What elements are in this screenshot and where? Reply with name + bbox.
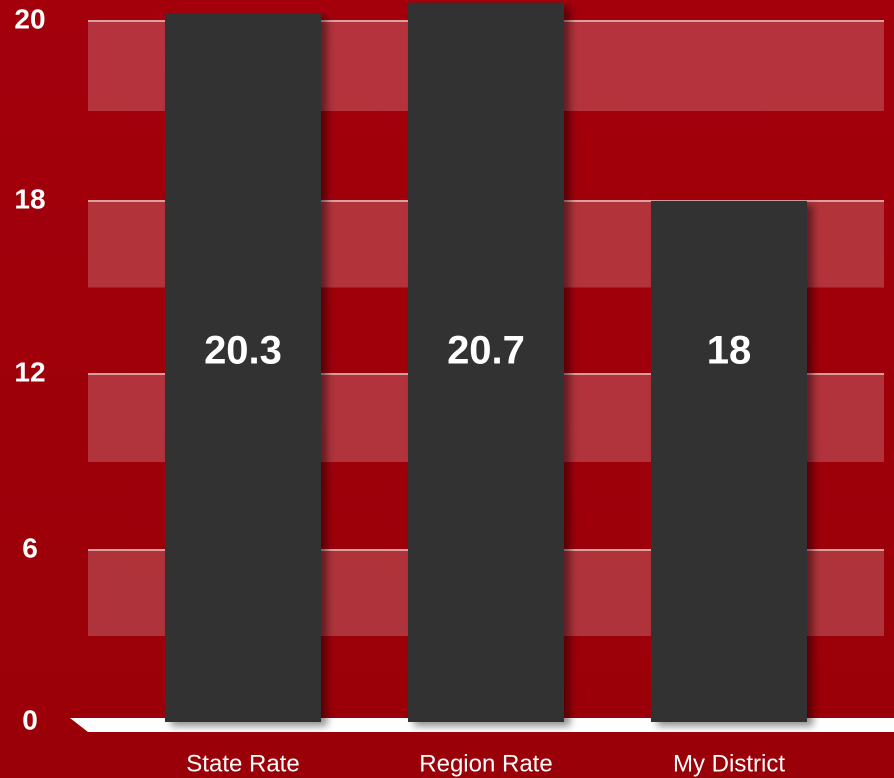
value-label: 20.7 (447, 329, 525, 373)
bar (408, 2, 564, 722)
x-tick-label: My District (673, 750, 785, 777)
y-tick-label: 6 (22, 532, 38, 563)
y-tick-label: 20 (14, 3, 45, 34)
value-label: 18 (707, 329, 752, 373)
x-tick-label: Region Rate (419, 750, 552, 777)
y-tick-label: 0 (22, 704, 38, 735)
bar (651, 201, 807, 722)
x-tick-label: State Rate (186, 750, 299, 777)
value-label: 20.3 (204, 329, 282, 373)
bar (165, 13, 321, 722)
y-tick-label: 12 (14, 356, 45, 387)
y-tick-label: 18 (14, 183, 45, 214)
